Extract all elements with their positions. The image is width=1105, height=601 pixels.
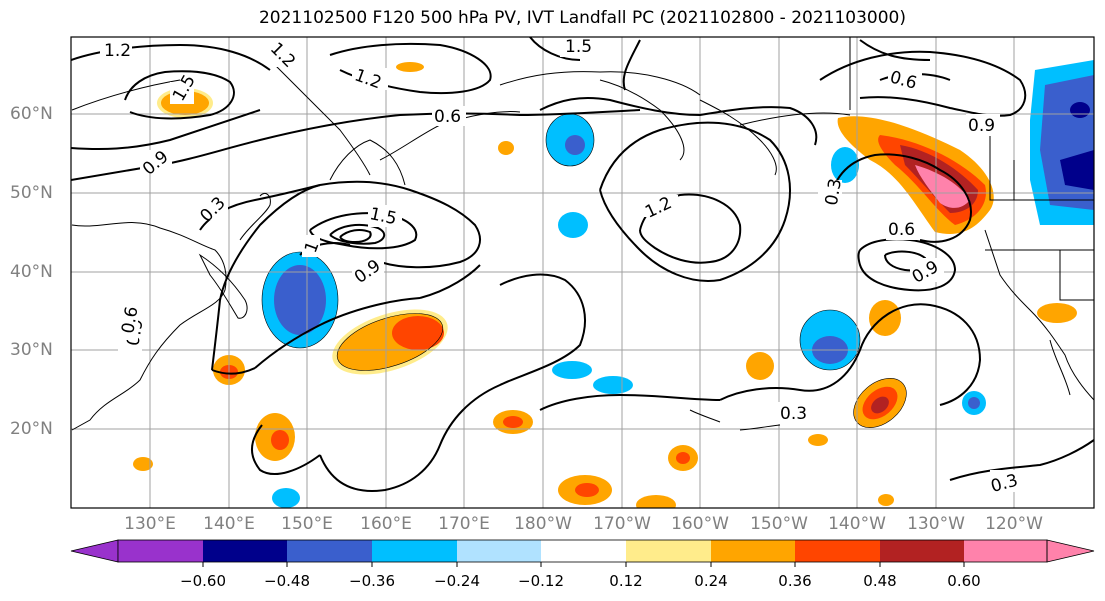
contour-label: 0.3 bbox=[822, 177, 846, 207]
lon-label: 170°E bbox=[438, 514, 490, 534]
contour-label: 0.3 bbox=[780, 404, 807, 424]
colorbar-bin bbox=[287, 540, 372, 562]
contour-label: 1.2 bbox=[104, 41, 131, 61]
lon-label: 140°W bbox=[828, 514, 886, 534]
lat-label: 40°N bbox=[10, 262, 53, 282]
lat-label: 50°N bbox=[10, 183, 53, 203]
colorbar-tick-label: 0.36 bbox=[778, 572, 812, 590]
coastlines bbox=[71, 37, 1094, 431]
contour-label: 0.6 bbox=[434, 107, 461, 127]
colorbar-bin bbox=[626, 540, 711, 562]
map-frame bbox=[70, 36, 1095, 509]
map-title: 2021102500 F120 500 hPa PV, IVT Landfall… bbox=[258, 8, 906, 28]
colorbar-bin bbox=[541, 540, 626, 562]
colorbar-bin bbox=[711, 540, 795, 562]
colorbar-bin bbox=[880, 540, 964, 562]
colorbar-tick-label: −0.12 bbox=[518, 572, 564, 590]
contour-label: 0.9 bbox=[968, 116, 995, 136]
lat-label: 30°N bbox=[10, 340, 53, 360]
lat-lon-grid bbox=[71, 37, 1094, 508]
lon-label: 170°W bbox=[593, 514, 651, 534]
colorbar-bin bbox=[203, 540, 287, 562]
lat-label: 60°N bbox=[10, 104, 53, 124]
colorbar-extend-low bbox=[70, 539, 119, 563]
lon-label: 140°E bbox=[203, 514, 255, 534]
lon-label: 150°E bbox=[281, 514, 333, 534]
lon-label: 150°W bbox=[750, 514, 808, 534]
colorbar-bin bbox=[372, 540, 457, 562]
colorbar-bin bbox=[118, 540, 203, 562]
contour-label: 1.5 bbox=[565, 37, 592, 57]
colorbar bbox=[70, 539, 1095, 567]
lon-label: 160°W bbox=[671, 514, 729, 534]
contour-label: 0.6 bbox=[118, 305, 142, 335]
colorbar-tick-label: 0.48 bbox=[863, 572, 897, 590]
colorbar-extend-high bbox=[1046, 539, 1095, 563]
lon-label: 120°W bbox=[985, 514, 1043, 534]
lon-label: 130°W bbox=[907, 514, 965, 534]
lon-label: 160°E bbox=[360, 514, 412, 534]
colorbar-tick-label: −0.60 bbox=[180, 572, 226, 590]
colorbar-tick-label: −0.36 bbox=[349, 572, 395, 590]
colorbar-tick-label: 0.24 bbox=[694, 572, 728, 590]
colorbar-bin bbox=[457, 540, 541, 562]
colorbar-bin bbox=[964, 540, 1047, 562]
colorbar-tick-label: −0.24 bbox=[434, 572, 480, 590]
lon-label: 130°E bbox=[124, 514, 176, 534]
contour-label: 1.2 bbox=[266, 39, 299, 72]
colorbar-tick-label: −0.48 bbox=[264, 572, 310, 590]
colorbar-tick-label: 0.12 bbox=[609, 572, 643, 590]
lon-label: 180°W bbox=[514, 514, 572, 534]
contour-label: 0.6 bbox=[888, 220, 915, 240]
colorbar-bin bbox=[795, 540, 880, 562]
lat-label: 20°N bbox=[10, 419, 53, 439]
contour-labels: 1.2 1.2 1.2 1.5 1.5 0.6 0.9 0.3 1.5 0.9 … bbox=[100, 37, 1024, 497]
pc-fill-shading bbox=[133, 60, 1094, 508]
colorbar-tick-label: 0.60 bbox=[947, 572, 981, 590]
